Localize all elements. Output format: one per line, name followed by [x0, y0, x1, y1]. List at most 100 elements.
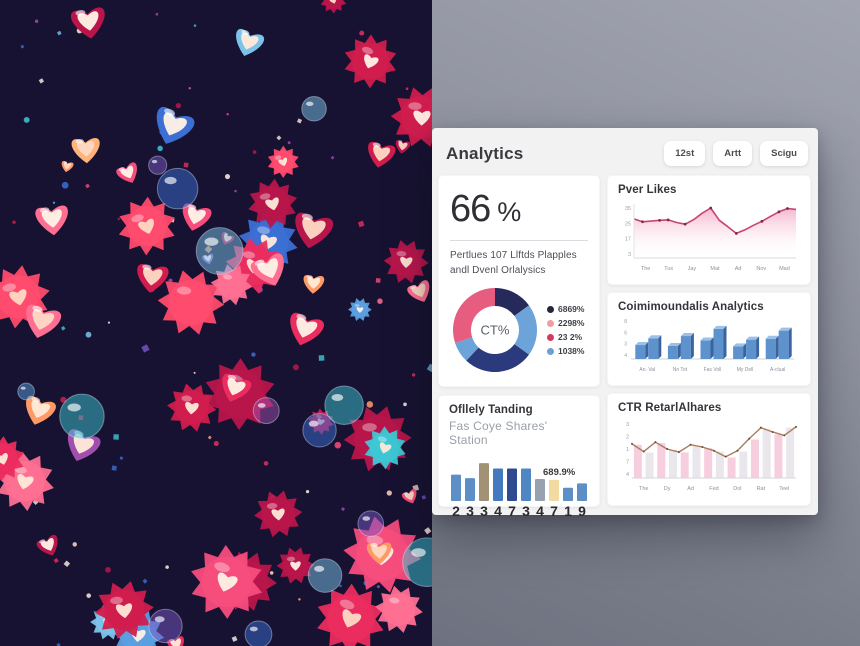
- donut-segment: [453, 288, 495, 343]
- header-button-scigu[interactable]: Scigu: [760, 141, 808, 166]
- confetti-square: [117, 217, 121, 221]
- y-tick-label: 2: [626, 435, 629, 441]
- donut-chart: CT%: [453, 288, 537, 372]
- bar: [549, 479, 559, 501]
- heart-icon: [295, 212, 334, 249]
- x-tick-label: Teel: [779, 486, 789, 492]
- donut-center-label: CT%: [481, 323, 510, 338]
- legend-item: 23 2%: [547, 332, 584, 342]
- bar-number-label: 3: [480, 503, 488, 519]
- donut-segment: [455, 337, 479, 361]
- legend-dot-icon: [547, 333, 554, 341]
- divider: [450, 240, 588, 241]
- bar: [465, 478, 475, 501]
- bar-number-label: 1: [564, 503, 572, 519]
- bubble-icon: [307, 558, 343, 593]
- summary-unit: %: [497, 197, 522, 227]
- data-point-marker: [677, 451, 680, 454]
- confetti-square: [330, 155, 335, 160]
- confetti-dot: [105, 566, 111, 573]
- legend-dot-icon: [547, 305, 554, 313]
- left-column: 66% Pertlues 107 Llftds Plapples andl Dv…: [438, 175, 600, 519]
- like-burst-icon: [167, 383, 217, 432]
- x-tick-label: Nn Tot: [673, 367, 688, 373]
- x-tick-label: Tux: [664, 266, 673, 272]
- data-point-marker: [759, 426, 762, 429]
- bar: [751, 439, 759, 478]
- bar: [521, 468, 531, 501]
- data-point-marker: [658, 218, 661, 222]
- confetti-square: [111, 465, 117, 471]
- bar-top-face: [635, 342, 649, 346]
- data-point-marker: [786, 207, 789, 210]
- confetti-dot: [298, 598, 301, 601]
- heart-icon: [222, 373, 252, 402]
- like-burst-icon: [320, 0, 347, 14]
- heart-icon: [71, 137, 100, 164]
- confetti-dot: [376, 585, 380, 589]
- data-point-marker: [654, 441, 657, 444]
- legend-dot-icon: [547, 319, 554, 327]
- bar: [648, 338, 659, 359]
- x-tick-label: Ad: [687, 486, 694, 492]
- donut-segment: [495, 288, 529, 316]
- confetti-square: [155, 12, 159, 16]
- like-burst-icon: [348, 298, 372, 322]
- x-tick-label: Fed: [709, 486, 718, 492]
- line-series: [631, 426, 797, 458]
- bar-top-face: [778, 327, 792, 331]
- bar: [727, 457, 736, 478]
- bar: [635, 345, 646, 359]
- trending-card-subtitle: Fas Coye Shares' Station: [449, 419, 548, 447]
- like-burst-icon: [383, 240, 429, 284]
- x-tick-label: Nov: [756, 266, 766, 272]
- like-burst-icon: [248, 178, 298, 229]
- confetti-square: [357, 220, 365, 228]
- x-tick-label: Ad: [735, 266, 742, 272]
- confetti-square: [296, 118, 303, 124]
- donut-row: CT% 6869% 2298% 23 2% 1038%: [450, 285, 588, 375]
- confetti-dot: [252, 150, 257, 154]
- confetti-dot: [263, 461, 269, 466]
- header-button-12st[interactable]: 12st: [664, 141, 706, 166]
- bar-side-face: [775, 335, 779, 359]
- confetti-square: [318, 355, 325, 361]
- bubble-icon: [302, 413, 337, 448]
- bar: [713, 328, 724, 359]
- like-burst-icon: [94, 581, 154, 639]
- ctr-combo-chart: 3 2 1 7 4 The Dy Ad Fed Dol Rat Teel: [626, 422, 797, 492]
- legend-dot-icon: [547, 347, 554, 355]
- heart-icon: [303, 274, 325, 294]
- confetti-dot: [213, 441, 219, 447]
- bar: [657, 443, 666, 478]
- bar-number-label: 9: [578, 503, 586, 519]
- bar: [493, 468, 503, 501]
- bar-top-face: [648, 335, 662, 339]
- header-button-artt[interactable]: Artt: [713, 141, 753, 166]
- bubble-icon: [148, 155, 168, 175]
- bar-number-label: 7: [508, 503, 516, 519]
- bar-side-face: [788, 327, 792, 359]
- bar: [667, 345, 678, 359]
- bar: [739, 451, 748, 478]
- confetti-dot: [107, 321, 111, 324]
- bar-top-face: [713, 325, 727, 329]
- confetti-dot: [359, 30, 365, 36]
- bar: [680, 336, 691, 359]
- confetti-square: [53, 557, 59, 564]
- heart-icon: [182, 203, 212, 231]
- confetti-dot: [60, 396, 67, 403]
- y-tick-label: 3: [624, 342, 627, 348]
- heart-icon: [395, 140, 411, 154]
- analytics-bars-title: Coimimoundalis Analytics: [618, 301, 764, 313]
- bar-top-face: [733, 343, 747, 347]
- confetti-dot: [403, 402, 407, 407]
- desk-background: Analytics 12st Artt Scigu 66% Pertlues 107…: [432, 0, 860, 646]
- heart-icon: [407, 280, 430, 302]
- bar-side-face: [690, 333, 694, 359]
- bar-number-label: 7: [550, 503, 558, 519]
- confetti-square: [11, 219, 17, 225]
- bar: [577, 483, 587, 501]
- heart-icon: [250, 253, 284, 286]
